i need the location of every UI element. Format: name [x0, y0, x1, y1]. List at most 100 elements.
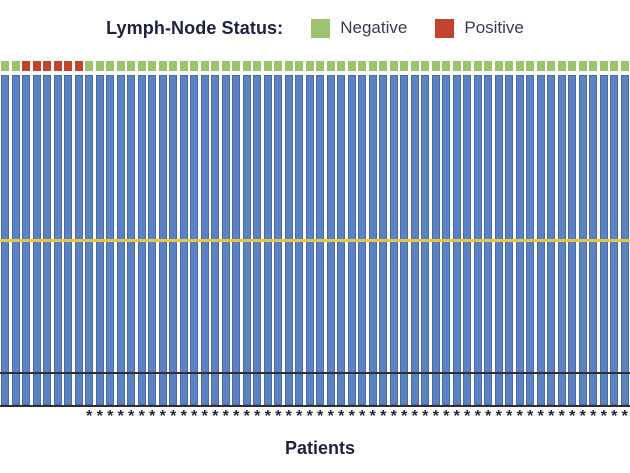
marker-cell [546, 61, 557, 71]
asterisk-footnote: * [327, 408, 334, 425]
lymph-node-marker-negative [95, 61, 104, 71]
asterisk-footnote: * [443, 408, 450, 425]
asterisk-footnote: * [369, 408, 376, 425]
legend-title: Lymph-Node Status: [106, 17, 284, 38]
asterisk-footnote: * [474, 408, 481, 425]
lymph-node-marker-positive [32, 61, 41, 71]
asterisk-footnote: * [621, 408, 628, 425]
asterisk-footnote: * [579, 408, 586, 425]
marker-cell [357, 61, 368, 71]
lymph-node-marker-negative [589, 61, 598, 71]
asterisk-footnote: * [338, 408, 345, 425]
lymph-node-marker-negative [526, 61, 535, 71]
marker-cell [284, 61, 295, 71]
asterisk-footnote: * [128, 408, 135, 425]
asterisk-footnote: * [537, 408, 544, 425]
lymph-node-marker-negative [421, 61, 430, 71]
lymph-node-marker-negative [547, 61, 556, 71]
marker-cell [252, 61, 263, 71]
asterisk-footnote: * [107, 408, 114, 425]
lymph-node-marker-negative [1, 61, 10, 71]
lymph-node-marker-negative [316, 61, 325, 71]
marker-cell [557, 61, 568, 71]
x-axis-label: Patients [284, 438, 356, 458]
marker-cell [609, 61, 620, 71]
marker-cell [473, 61, 484, 71]
asterisk-footnote: * [149, 408, 156, 425]
asterisk-footnote: * [296, 408, 303, 425]
asterisk-footnote: * [159, 408, 166, 425]
lymph-node-marker-negative [11, 61, 20, 71]
lymph-node-marker-negative [263, 61, 272, 71]
asterisk-footnote: * [191, 408, 198, 425]
marker-cell [483, 61, 494, 71]
marker-cell [95, 61, 106, 71]
marker-cell [273, 61, 284, 71]
asterisk-empty [63, 405, 74, 423]
x-axis-baseline [0, 405, 630, 407]
lymph-node-marker-negative [137, 61, 146, 71]
marker-cell [200, 61, 211, 71]
lymph-node-marker-positive [22, 61, 31, 71]
asterisk-footnote: * [464, 408, 471, 425]
legend: Lymph-Node Status: Negative Positive [0, 14, 630, 42]
asterisk-footnote: * [453, 408, 460, 425]
marker-cell [242, 61, 253, 71]
lymph-node-marker-row [0, 61, 630, 71]
marker-cell [221, 61, 232, 71]
lymph-node-marker-negative [610, 61, 619, 71]
marker-cell [263, 61, 274, 71]
asterisk-footnote: * [495, 408, 502, 425]
lymph-node-marker-positive [64, 61, 73, 71]
yellow-reference-line [0, 239, 630, 242]
lymph-node-marker-negative [505, 61, 514, 71]
lymph-node-marker-negative [368, 61, 377, 71]
marker-cell [105, 61, 116, 71]
marker-cell [588, 61, 599, 71]
marker-cell [0, 61, 11, 71]
asterisk-footnote: * [275, 408, 282, 425]
lymph-node-marker-negative [599, 61, 608, 71]
asterisk-footnote: * [359, 408, 366, 425]
marker-cell [168, 61, 179, 71]
asterisk-empty [74, 405, 85, 423]
lymph-node-marker-negative [379, 61, 388, 71]
lymph-node-marker-negative [389, 61, 398, 71]
marker-cell [347, 61, 358, 71]
asterisk-footnote: * [243, 408, 250, 425]
marker-cell [137, 61, 148, 71]
lymph-node-marker-negative [190, 61, 199, 71]
lymph-node-marker-negative [337, 61, 346, 71]
marker-cell [42, 61, 53, 71]
asterisk-footnote: * [201, 408, 208, 425]
lymph-node-marker-negative [400, 61, 409, 71]
lymph-node-marker-negative [158, 61, 167, 71]
lymph-node-marker-negative [452, 61, 461, 71]
asterisk-footnote: * [86, 408, 93, 425]
lymph-node-marker-negative [410, 61, 419, 71]
lymph-node-marker-positive [53, 61, 62, 71]
lymph-node-marker-negative [305, 61, 314, 71]
marker-cell [189, 61, 200, 71]
asterisk-empty [21, 405, 32, 423]
marker-cell [32, 61, 43, 71]
asterisk-empty [0, 405, 11, 423]
lymph-node-marker-negative [484, 61, 493, 71]
lymph-node-marker-negative [442, 61, 451, 71]
lymph-node-marker-negative [85, 61, 94, 71]
lymph-node-marker-negative [494, 61, 503, 71]
lymph-node-marker-negative [284, 61, 293, 71]
lymph-node-marker-negative [169, 61, 178, 71]
lymph-node-marker-negative [578, 61, 587, 71]
lymph-node-marker-negative [515, 61, 524, 71]
asterisk-footnote: * [306, 408, 313, 425]
lymph-node-marker-negative [463, 61, 472, 71]
asterisk-footnote: * [432, 408, 439, 425]
marker-cell [74, 61, 85, 71]
marker-cell [420, 61, 431, 71]
lymph-node-marker-negative [347, 61, 356, 71]
marker-cell [536, 61, 547, 71]
marker-cell [84, 61, 95, 71]
asterisk-footnote: * [96, 408, 103, 425]
